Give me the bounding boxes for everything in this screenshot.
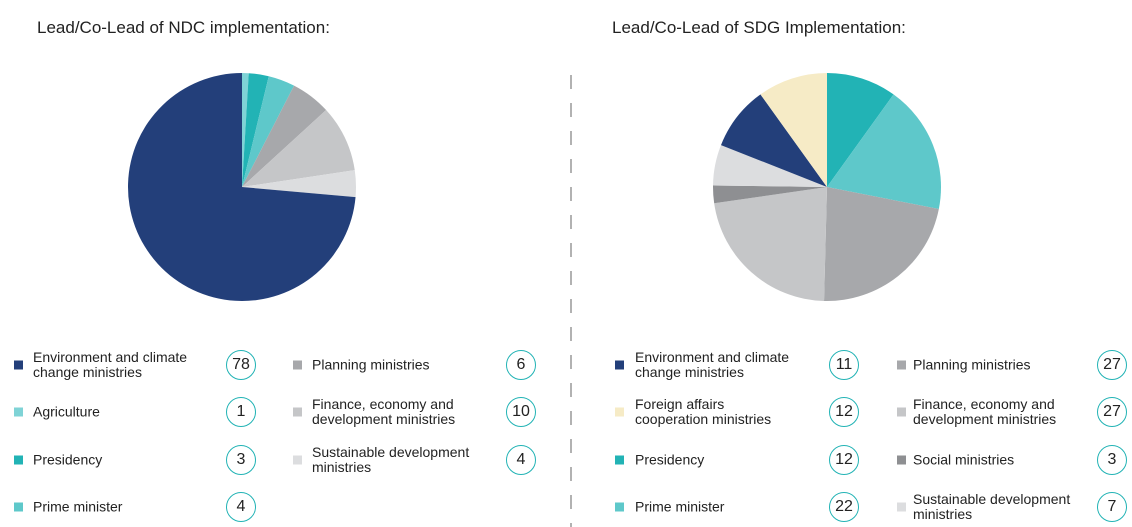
legend-label: Sustainable development ministries — [913, 491, 1071, 522]
legend-label: Environment and climate change ministrie… — [33, 349, 188, 380]
pie-slice — [242, 170, 356, 198]
legend-swatch — [897, 407, 906, 417]
legend-label: Finance, economy and development ministr… — [312, 396, 456, 427]
value-label: 12 — [829, 445, 859, 475]
value-label: 3 — [1097, 445, 1127, 475]
value-label: 4 — [506, 445, 536, 475]
value-label: 1 — [226, 397, 256, 427]
legend-swatch — [293, 455, 302, 465]
legend-label: Agriculture — [33, 403, 100, 420]
legend-swatch — [897, 455, 906, 465]
legend-label: Presidency — [635, 451, 705, 468]
legend-label: Foreign affairs cooperation ministries — [635, 396, 772, 427]
value-label: 27 — [1097, 350, 1127, 380]
pie-slice — [760, 73, 827, 187]
pie-slice — [242, 73, 269, 187]
pie-slice — [720, 94, 827, 187]
pie-slice — [827, 73, 894, 187]
value-label: 78 — [226, 350, 256, 380]
legend-label: Prime minister — [635, 498, 725, 515]
value-label: 3 — [226, 445, 256, 475]
legend-swatch — [615, 360, 624, 370]
legend-swatch — [14, 407, 23, 417]
legend-label: Finance, economy and development ministr… — [913, 396, 1057, 427]
value-label: 27 — [1097, 397, 1127, 427]
value-label: 10 — [506, 397, 536, 427]
legend-label: Environment and climate change ministrie… — [635, 349, 790, 380]
legend-swatch — [14, 360, 23, 370]
legend-label: Presidency — [33, 451, 103, 468]
legend-swatch — [615, 407, 624, 417]
value-label: 7 — [1097, 492, 1127, 522]
pie-slice — [714, 187, 827, 301]
pie-slice — [242, 85, 327, 187]
legend-swatch — [897, 502, 906, 512]
chart-title: Lead/Co-Lead of NDC implementation: — [37, 18, 330, 37]
legend-label: Planning ministries — [312, 356, 430, 373]
pie-slice — [827, 94, 941, 210]
pie-slice — [242, 73, 249, 187]
value-label: 12 — [829, 397, 859, 427]
value-label: 6 — [506, 350, 536, 380]
legend-swatch — [293, 407, 302, 417]
pie-slice — [242, 76, 295, 187]
legend-swatch — [14, 502, 23, 512]
legend-label: Prime minister — [33, 498, 123, 515]
pie-slice — [824, 187, 939, 301]
legend-label: Sustainable development ministries — [312, 444, 470, 475]
legend-swatch — [615, 455, 624, 465]
pie-slice — [242, 110, 355, 187]
legend-label: Planning ministries — [913, 356, 1031, 373]
pie-slice — [713, 145, 827, 187]
pie-slice — [713, 185, 827, 204]
legend-swatch — [14, 455, 23, 465]
legend-swatch — [615, 502, 624, 512]
pie-slice — [128, 73, 356, 301]
value-label: 11 — [829, 350, 859, 380]
legend-swatch — [897, 360, 906, 370]
legend-swatch — [293, 360, 302, 370]
value-label: 4 — [226, 492, 256, 522]
legend-label: Social ministries — [913, 451, 1015, 468]
value-label: 22 — [829, 492, 859, 522]
chart-title: Lead/Co-Lead of SDG Implementation: — [612, 18, 906, 37]
